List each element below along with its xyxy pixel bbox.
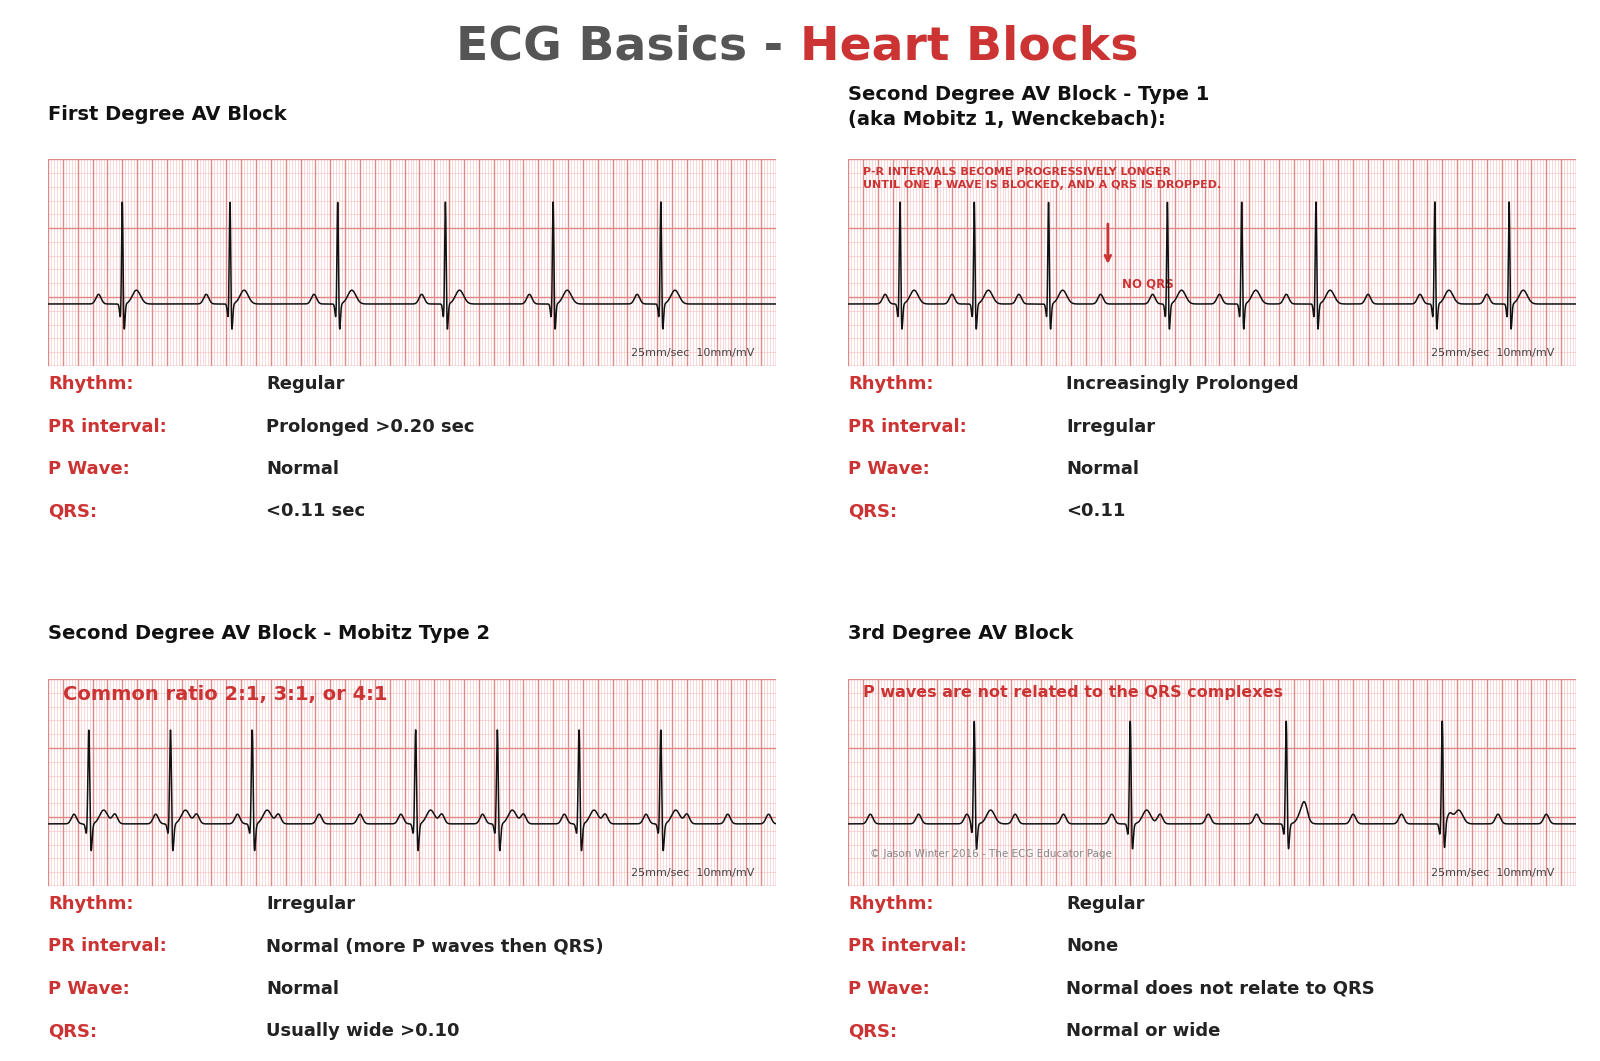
Text: 25mm/sec  10mm/mV: 25mm/sec 10mm/mV bbox=[630, 868, 754, 877]
Text: Normal or wide: Normal or wide bbox=[1067, 1023, 1221, 1040]
Text: NO QRS: NO QRS bbox=[1123, 277, 1174, 290]
Text: QRS:: QRS: bbox=[48, 1023, 98, 1040]
Text: Rhythm:: Rhythm: bbox=[848, 895, 933, 912]
Text: <0.11: <0.11 bbox=[1067, 503, 1126, 520]
Text: P Wave:: P Wave: bbox=[48, 460, 130, 477]
Text: 25mm/sec  10mm/mV: 25mm/sec 10mm/mV bbox=[1430, 348, 1554, 358]
Text: <0.11 sec: <0.11 sec bbox=[266, 503, 365, 520]
Text: Regular: Regular bbox=[1067, 895, 1146, 912]
Text: Irregular: Irregular bbox=[1067, 418, 1155, 435]
Text: ECG Basics -: ECG Basics - bbox=[456, 24, 800, 69]
Text: Normal: Normal bbox=[266, 980, 339, 997]
Text: Rhythm:: Rhythm: bbox=[48, 895, 133, 912]
Text: QRS:: QRS: bbox=[848, 1023, 898, 1040]
Text: PR interval:: PR interval: bbox=[48, 938, 166, 955]
Text: First Degree AV Block: First Degree AV Block bbox=[48, 105, 286, 123]
Text: P Wave:: P Wave: bbox=[48, 980, 130, 997]
Text: Normal: Normal bbox=[266, 460, 339, 477]
Text: Normal does not relate to QRS: Normal does not relate to QRS bbox=[1067, 980, 1374, 997]
Text: 25mm/sec  10mm/mV: 25mm/sec 10mm/mV bbox=[1430, 868, 1554, 877]
Text: 3rd Degree AV Block: 3rd Degree AV Block bbox=[848, 625, 1074, 643]
Text: QRS:: QRS: bbox=[848, 503, 898, 520]
Text: 25mm/sec  10mm/mV: 25mm/sec 10mm/mV bbox=[630, 348, 754, 358]
Text: None: None bbox=[1067, 938, 1118, 955]
Text: P Wave:: P Wave: bbox=[848, 460, 930, 477]
Text: PR interval:: PR interval: bbox=[48, 418, 166, 435]
Text: Second Degree AV Block - Type 1
(aka Mobitz 1, Wenckebach):: Second Degree AV Block - Type 1 (aka Mob… bbox=[848, 85, 1210, 128]
Text: P waves are not related to the QRS complexes: P waves are not related to the QRS compl… bbox=[862, 685, 1283, 700]
Text: Prolonged >0.20 sec: Prolonged >0.20 sec bbox=[266, 418, 475, 435]
Text: Second Degree AV Block - Mobitz Type 2: Second Degree AV Block - Mobitz Type 2 bbox=[48, 625, 490, 643]
Text: Normal: Normal bbox=[1067, 460, 1139, 477]
Text: Normal (more P waves then QRS): Normal (more P waves then QRS) bbox=[266, 938, 605, 955]
Text: Rhythm:: Rhythm: bbox=[48, 376, 133, 393]
Text: ECG Basics - Heart Blocks: ECG Basics - Heart Blocks bbox=[459, 24, 1141, 69]
Text: Common ratio 2:1, 3:1, or 4:1: Common ratio 2:1, 3:1, or 4:1 bbox=[62, 685, 387, 705]
Text: QRS:: QRS: bbox=[48, 503, 98, 520]
Text: PR interval:: PR interval: bbox=[848, 418, 966, 435]
Text: PR interval:: PR interval: bbox=[848, 938, 966, 955]
Text: Irregular: Irregular bbox=[266, 895, 355, 912]
Text: © Jason Winter 2016 - The ECG Educator Page: © Jason Winter 2016 - The ECG Educator P… bbox=[870, 849, 1112, 859]
Text: Heart Blocks: Heart Blocks bbox=[800, 24, 1139, 69]
Text: Rhythm:: Rhythm: bbox=[848, 376, 933, 393]
Text: Increasingly Prolonged: Increasingly Prolonged bbox=[1067, 376, 1299, 393]
Text: Regular: Regular bbox=[266, 376, 346, 393]
Text: P-R INTERVALS BECOME PROGRESSIVELY LONGER
UNTIL ONE P WAVE IS BLOCKED, AND A QRS: P-R INTERVALS BECOME PROGRESSIVELY LONGE… bbox=[862, 168, 1221, 190]
Text: P Wave:: P Wave: bbox=[848, 980, 930, 997]
Text: Usually wide >0.10: Usually wide >0.10 bbox=[266, 1023, 459, 1040]
